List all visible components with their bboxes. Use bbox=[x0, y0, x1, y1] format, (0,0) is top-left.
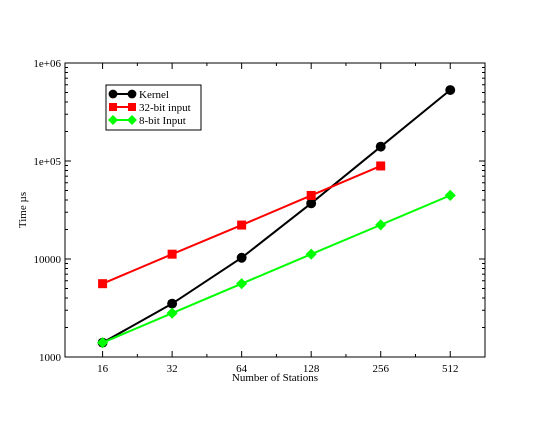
circle-marker bbox=[306, 198, 317, 209]
diamond-marker bbox=[305, 248, 317, 260]
series-32-bit-input bbox=[98, 161, 386, 289]
legend-label: Kernel bbox=[139, 89, 169, 101]
diamond-marker bbox=[166, 307, 178, 319]
x-axis-title: Number of Stations bbox=[232, 372, 318, 384]
circle-marker bbox=[375, 141, 386, 152]
square-marker bbox=[237, 220, 247, 230]
legend-label: 8-bit Input bbox=[139, 115, 186, 127]
legend-label: 32-bit input bbox=[139, 102, 191, 114]
y-tick-label: 1000 bbox=[39, 352, 62, 364]
series-line bbox=[102, 194, 451, 344]
square-marker bbox=[306, 190, 316, 200]
square-marker bbox=[109, 103, 117, 111]
x-tick-label: 512 bbox=[442, 363, 459, 375]
x-tick-label: 32 bbox=[167, 363, 178, 375]
diamond-marker bbox=[375, 219, 387, 231]
x-tick-label: 64 bbox=[236, 363, 248, 375]
diamond-marker bbox=[97, 337, 109, 349]
y-tick-label: 10000 bbox=[34, 254, 62, 266]
circle-marker bbox=[167, 298, 178, 309]
square-marker bbox=[376, 161, 386, 171]
y-axis-title: Time µs bbox=[17, 192, 29, 228]
series-8-bit-input bbox=[97, 189, 456, 349]
y-tick-label: 1e+06 bbox=[33, 58, 61, 70]
legend-item-32-bit-input: 32-bit input bbox=[109, 102, 191, 114]
diamond-marker bbox=[127, 115, 137, 125]
circle-marker bbox=[127, 89, 137, 99]
legend-item-8-bit-input: 8-bit Input bbox=[108, 115, 186, 127]
x-tick-label: 16 bbox=[97, 363, 109, 375]
x-tick-label: 256 bbox=[372, 363, 389, 375]
circle-marker bbox=[445, 85, 456, 95]
circle-marker bbox=[236, 252, 247, 263]
diamond-marker bbox=[236, 278, 248, 290]
diamond-marker bbox=[108, 115, 118, 125]
square-marker bbox=[167, 249, 177, 259]
plot-frame bbox=[64, 62, 486, 358]
series-layer bbox=[97, 85, 456, 349]
square-marker bbox=[128, 103, 136, 111]
legend-item-kernel: Kernel bbox=[108, 89, 169, 101]
x-tick-label: 128 bbox=[303, 363, 320, 375]
axis-ticks: 16 32 64 128 256 512 1000 10000 1e+05 1e+06 bbox=[33, 58, 485, 375]
square-marker bbox=[98, 279, 108, 289]
diamond-marker bbox=[444, 189, 456, 201]
y-tick-label: 1e+05 bbox=[33, 156, 61, 168]
series-line bbox=[102, 89, 451, 344]
circle-marker bbox=[108, 89, 118, 99]
